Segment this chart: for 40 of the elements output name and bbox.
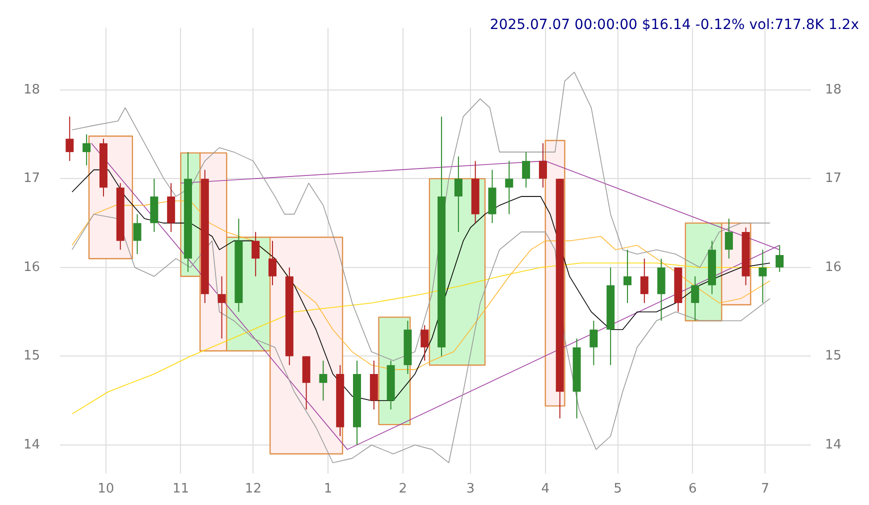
y-tick-label: 16 — [23, 260, 40, 275]
x-tick-label: 5 — [614, 482, 622, 497]
y2-tick-label: 16 — [825, 260, 842, 275]
candlestick — [252, 231, 260, 277]
candlestick — [724, 218, 733, 260]
y-tick-label: 14 — [23, 437, 40, 452]
y-tick-label: 17 — [23, 171, 40, 186]
candlestick — [590, 320, 598, 366]
y2-tick-label: 18 — [825, 82, 842, 98]
candlestick — [268, 240, 276, 286]
candlestick — [66, 116, 74, 162]
x-tick-label: 4 — [541, 482, 550, 497]
candlestick — [505, 160, 514, 215]
y2-tick-label: 17 — [825, 171, 842, 186]
candlestick — [623, 249, 632, 304]
candlestick — [319, 360, 328, 402]
candlestick — [522, 152, 530, 188]
y-tick-label: 15 — [23, 348, 40, 364]
candlestick — [133, 214, 142, 255]
chart-title: 2025.07.07 00:00:00 $16.14 -0.12% vol:717.8K 1.2x — [490, 17, 859, 33]
x-tick-label: 7 — [760, 482, 770, 497]
candlestick — [758, 249, 767, 304]
candlestick — [454, 156, 462, 232]
candlestick — [538, 142, 547, 188]
x-tick-label: 11 — [172, 482, 190, 497]
candlestick — [640, 258, 648, 304]
candlestick — [776, 244, 784, 272]
x-tick-label: 10 — [98, 482, 114, 497]
y2-tick-label: 14 — [825, 437, 842, 452]
candlestick — [82, 134, 91, 166]
x-tick-label: 12 — [244, 482, 262, 497]
candlestick — [691, 276, 700, 322]
x-tick-label: 1 — [324, 482, 332, 497]
y2-tick-label: 15 — [825, 348, 842, 364]
y-tick-label: 18 — [23, 82, 40, 98]
x-tick-label: 2 — [398, 482, 408, 497]
x-tick-label: 6 — [688, 482, 697, 497]
candlestick — [218, 276, 226, 339]
candlestick — [420, 324, 429, 362]
x-tick-label: 3 — [466, 482, 475, 497]
